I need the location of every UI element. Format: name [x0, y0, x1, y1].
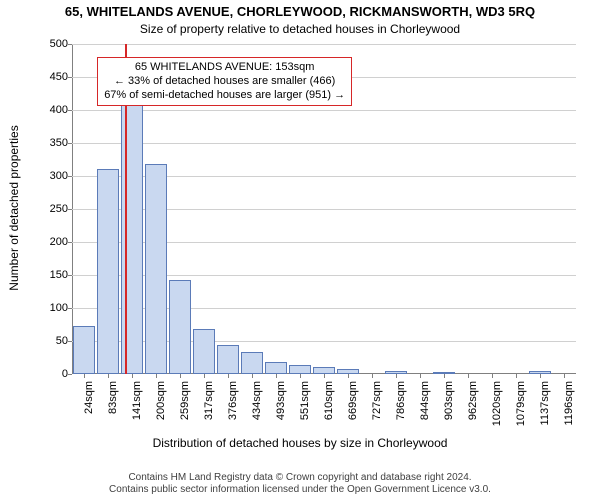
x-tick-label: 259sqm — [177, 381, 191, 420]
x-tick-label: 200sqm — [153, 381, 167, 420]
x-tick-label: 376sqm — [225, 381, 239, 420]
x-tick-mark — [228, 374, 229, 378]
x-tick-mark — [540, 374, 541, 378]
x-tick-mark — [372, 374, 373, 378]
x-tick-label: 434sqm — [249, 381, 263, 420]
y-tick-label: 400 — [50, 104, 72, 116]
y-tick-label: 100 — [50, 302, 72, 314]
bar — [265, 362, 287, 374]
x-tick-label: 1137sqm — [537, 381, 551, 425]
bar — [241, 352, 263, 374]
chart-title: 65, WHITELANDS AVENUE, CHORLEYWOOD, RICK… — [0, 4, 600, 19]
x-tick-label: 493sqm — [273, 381, 287, 420]
x-tick-label: 24sqm — [81, 381, 95, 414]
x-tick-mark — [132, 374, 133, 378]
annotation-line: 65 WHITELANDS AVENUE: 153sqm — [104, 61, 345, 75]
footer: Contains HM Land Registry data © Crown c… — [0, 472, 600, 496]
footer-line-2: Contains public sector information licen… — [0, 484, 600, 496]
x-tick-mark — [324, 374, 325, 378]
x-tick-label: 610sqm — [321, 381, 335, 420]
x-tick-label: 1196sqm — [561, 381, 575, 425]
bar — [97, 169, 119, 374]
x-tick-label: 141sqm — [129, 381, 143, 420]
x-tick-mark — [396, 374, 397, 378]
x-tick-mark — [108, 374, 109, 378]
x-tick-mark — [492, 374, 493, 378]
bar — [145, 164, 167, 374]
x-tick-mark — [420, 374, 421, 378]
annotation-box: 65 WHITELANDS AVENUE: 153sqm← 33% of det… — [97, 57, 352, 106]
bar — [193, 329, 215, 374]
chart-subtitle: Size of property relative to detached ho… — [0, 22, 600, 36]
y-tick-label: 300 — [50, 170, 72, 182]
x-tick-mark — [204, 374, 205, 378]
x-tick-mark — [468, 374, 469, 378]
x-tick-mark — [156, 374, 157, 378]
bar — [313, 367, 335, 374]
x-axis-label: Distribution of detached houses by size … — [0, 436, 600, 450]
x-tick-mark — [180, 374, 181, 378]
footer-line-1: Contains HM Land Registry data © Crown c… — [0, 472, 600, 484]
x-tick-mark — [300, 374, 301, 378]
bar — [169, 280, 191, 374]
x-tick-mark — [276, 374, 277, 378]
x-tick-label: 1079sqm — [513, 381, 527, 426]
y-tick-label: 200 — [50, 236, 72, 248]
y-axis-label: Number of detached properties — [7, 43, 21, 373]
y-tick-label: 350 — [50, 137, 72, 149]
x-tick-label: 727sqm — [369, 381, 383, 420]
x-tick-mark — [252, 374, 253, 378]
y-tick-label: 250 — [50, 203, 72, 215]
grid-line — [72, 44, 576, 45]
x-tick-label: 551sqm — [297, 381, 311, 420]
annotation-line: 67% of semi-detached houses are larger (… — [104, 89, 345, 103]
bar — [73, 326, 95, 374]
bar — [289, 365, 311, 374]
x-tick-label: 669sqm — [345, 381, 359, 420]
x-tick-label: 317sqm — [201, 381, 215, 420]
bar — [217, 345, 239, 374]
x-tick-label: 1020sqm — [489, 381, 503, 426]
annotation-line: ← 33% of detached houses are smaller (46… — [104, 75, 345, 89]
y-tick-label: 450 — [50, 71, 72, 83]
y-tick-label: 500 — [50, 38, 72, 50]
y-tick-label: 0 — [62, 368, 72, 380]
x-tick-mark — [84, 374, 85, 378]
x-tick-label: 903sqm — [441, 381, 455, 420]
x-tick-mark — [516, 374, 517, 378]
y-tick-label: 50 — [56, 335, 72, 347]
plot-area: 05010015020025030035040045050024sqm83sqm… — [72, 44, 576, 374]
x-tick-label: 962sqm — [465, 381, 479, 420]
y-tick-label: 150 — [50, 269, 72, 281]
grid-line — [72, 143, 576, 144]
x-tick-label: 786sqm — [393, 381, 407, 420]
x-tick-label: 844sqm — [417, 381, 431, 420]
x-tick-mark — [444, 374, 445, 378]
chart-container: 65, WHITELANDS AVENUE, CHORLEYWOOD, RICK… — [0, 0, 600, 500]
grid-line — [72, 110, 576, 111]
x-tick-label: 83sqm — [105, 381, 119, 414]
x-tick-mark — [564, 374, 565, 378]
x-tick-mark — [348, 374, 349, 378]
